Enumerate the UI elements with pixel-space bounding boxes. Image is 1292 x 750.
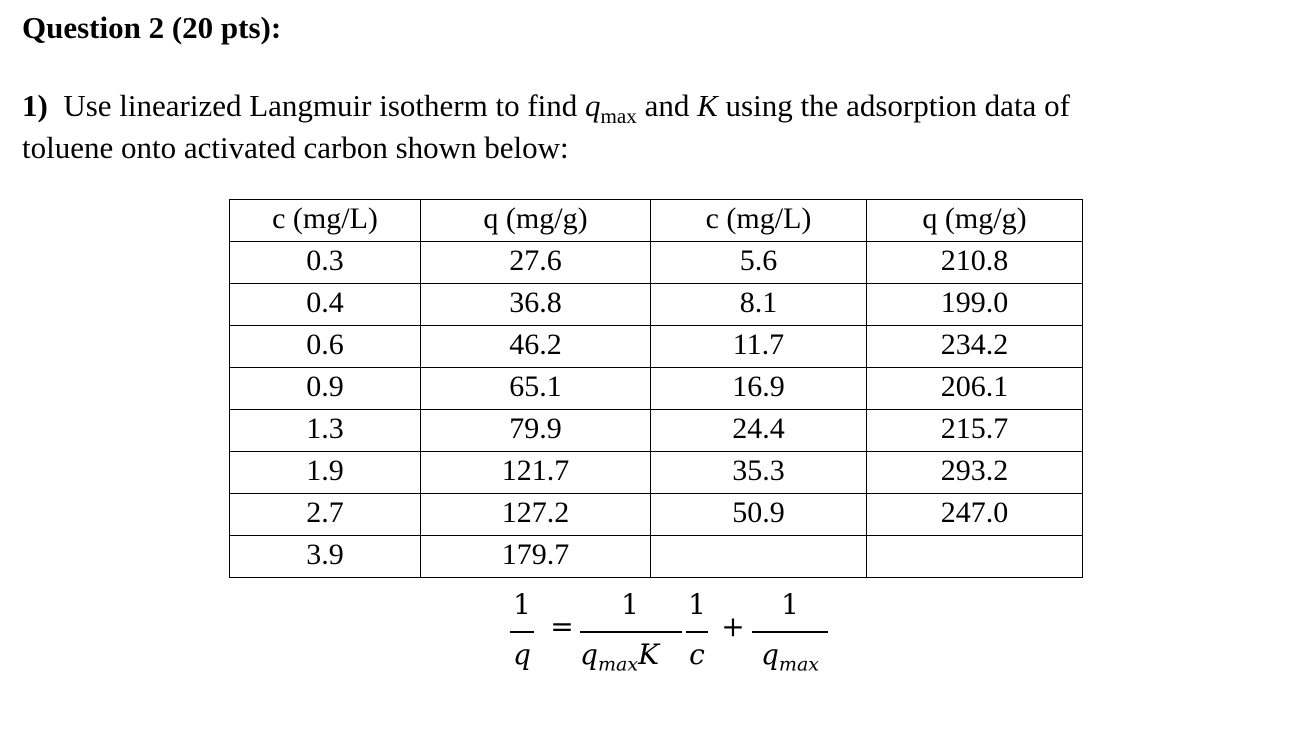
table-row: 0.6 46.2 11.7 234.2 (229, 325, 1083, 368)
header-row: c (mg/L) q (mg/g) c (mg/L) q (mg/g) (229, 199, 1083, 242)
header-cell: c (mg/L) (229, 199, 421, 242)
cell: 5.6 (650, 241, 867, 284)
fraction-bar (752, 631, 828, 633)
question-text: toluene onto activated carbon shown belo… (22, 130, 569, 165)
cell: 199.0 (866, 283, 1083, 326)
cell: 65.1 (420, 367, 651, 410)
cell: 79.9 (420, 409, 651, 452)
header-cell: c (mg/L) (650, 199, 867, 242)
cell: 210.8 (866, 241, 1083, 284)
cell: 11.7 (650, 325, 867, 368)
cell: 16.9 (650, 367, 867, 410)
denominator: qmax (761, 638, 819, 676)
cell (650, 535, 867, 578)
cell: 0.3 (229, 241, 421, 284)
header-cell: q (mg/g) (866, 199, 1083, 242)
cell: 2.7 (229, 493, 421, 536)
cell: 0.4 (229, 283, 421, 326)
subscript: max (778, 653, 820, 676)
table-row: 3.9 179.7 (229, 535, 1083, 578)
data-table: c (mg/L) q (mg/g) c (mg/L) q (mg/g) 0.3 27.6 5… (229, 199, 1083, 578)
symbol-q: q (585, 88, 601, 123)
table-row: 0.3 27.6 5.6 210.8 (229, 241, 1083, 284)
numerator: 1 (621, 588, 639, 621)
symbol-k: K (697, 88, 718, 123)
table-row: 1.9 121.7 35.3 293.2 (229, 451, 1083, 494)
cell: 206.1 (866, 367, 1083, 410)
fraction-bar (686, 631, 708, 633)
cell: 27.6 (420, 241, 651, 284)
question-number: 1) (22, 88, 48, 123)
cell: 35.3 (650, 451, 867, 494)
cell: 1.9 (229, 451, 421, 494)
cell: 46.2 (420, 325, 651, 368)
numerator: 1 (688, 588, 706, 621)
question-line: 1) Use linearized Langmuir isotherm to f… (22, 88, 1070, 129)
question-text: Use linearized Langmuir isotherm to find (63, 88, 578, 123)
cell: 121.7 (420, 451, 651, 494)
cell: 50.9 (650, 493, 867, 536)
cell: 0.6 (229, 325, 421, 368)
cell: 127.2 (420, 493, 651, 536)
plus: + (721, 610, 745, 643)
equals: = (550, 610, 574, 643)
denominator: q (513, 638, 531, 671)
cell: 0.9 (229, 367, 421, 410)
cell: 36.8 (420, 283, 651, 326)
header-cell: q (mg/g) (420, 199, 651, 242)
cell: 215.7 (866, 409, 1083, 452)
denominator: qmaxK (580, 638, 659, 676)
subscript: max (597, 653, 639, 676)
symbol-q: q (580, 638, 598, 671)
denominator: c (689, 638, 705, 671)
table-row: 1.3 79.9 24.4 215.7 (229, 409, 1083, 452)
cell: 293.2 (866, 451, 1083, 494)
numerator: 1 (513, 588, 531, 621)
table-row: 0.9 65.1 16.9 206.1 (229, 367, 1083, 410)
title: Question 2 (20 pts): (22, 10, 282, 45)
table-row: 0.4 36.8 8.1 199.0 (229, 283, 1083, 326)
fraction-bar (580, 631, 682, 633)
cell: 1.3 (229, 409, 421, 452)
cell: 234.2 (866, 325, 1083, 368)
cell: 179.7 (420, 535, 651, 578)
cell: 247.0 (866, 493, 1083, 536)
fraction-bar (510, 631, 534, 633)
cell: 3.9 (229, 535, 421, 578)
cell: 8.1 (650, 283, 867, 326)
symbol-k: K (638, 638, 659, 671)
question-text: and (644, 88, 690, 123)
table-row: 2.7 127.2 50.9 247.0 (229, 493, 1083, 536)
symbol-q: q (760, 638, 779, 671)
cell (866, 535, 1083, 578)
cell: 24.4 (650, 409, 867, 452)
subscript: max (600, 104, 637, 129)
question-text: using the adsorption data of (725, 88, 1070, 123)
numerator: 1 (781, 588, 799, 621)
